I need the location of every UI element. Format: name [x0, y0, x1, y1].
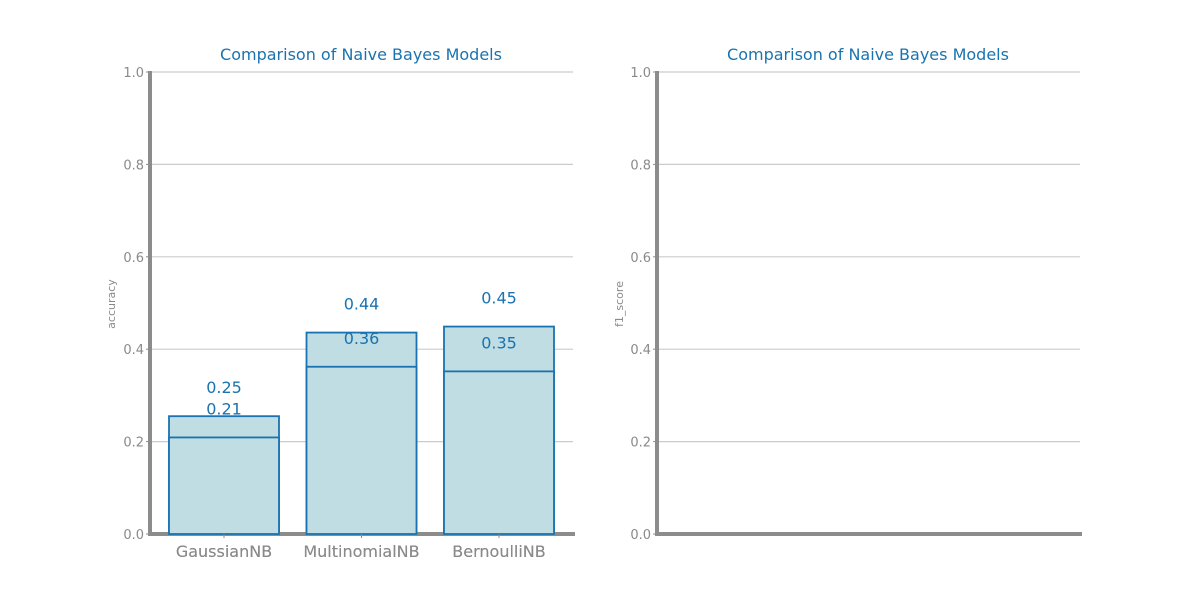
- x-tick-label: BernoulliNB: [452, 542, 545, 561]
- chart-title: Comparison of Naive Bayes Models: [727, 45, 1009, 64]
- y-tick-label: 0.2: [123, 436, 144, 451]
- y-tick-label: 0.6: [123, 251, 144, 266]
- y-tick-label: 0.0: [123, 528, 144, 543]
- y-tick-label: 1.0: [630, 66, 651, 81]
- value-label: 0.44: [344, 295, 380, 314]
- y-tick-label: 0.6: [630, 251, 651, 266]
- bar-bernoullinb: [443, 370, 555, 535]
- x-tick-label: GaussianNB: [176, 542, 272, 561]
- x-tick-label: MultinomialNB: [303, 542, 419, 561]
- y-tick-label: 0.0: [630, 528, 651, 543]
- y-tick-label: 0.4: [630, 343, 651, 358]
- y-tick-label: 0.8: [123, 158, 144, 173]
- value-label: 0.25: [206, 378, 242, 397]
- chart-title: Comparison of Naive Bayes Models: [220, 45, 502, 64]
- x-tick-label: BernoulliNB: [452, 542, 545, 561]
- y-tick-label: 0.8: [630, 158, 651, 173]
- value-label: 0.36: [344, 329, 380, 348]
- bar-multinomialnb: [305, 365, 418, 535]
- y-tick-label: 0.4: [123, 343, 144, 358]
- value-label: 0.45: [481, 289, 517, 308]
- plot-area: 0.0 0.2 0.4 0.6 0.8 1.0 0.21 GaussianNB 0.36 Mult…: [168, 66, 1082, 561]
- chart-panel-f1-score: Comparison of Naive Bayes Models f1_scor…: [168, 45, 1082, 561]
- x-tick-label: MultinomialNB: [303, 542, 419, 561]
- y-axis-label: f1_score: [613, 281, 626, 327]
- y-tick-label: 0.2: [630, 436, 651, 451]
- value-label: 0.21: [206, 399, 242, 418]
- bar-gaussiannb: [168, 436, 280, 535]
- y-tick-label: 1.0: [123, 66, 144, 81]
- y-axis-label: accuracy: [105, 279, 118, 329]
- x-tick-label: GaussianNB: [176, 542, 272, 561]
- value-label: 0.35: [481, 333, 517, 352]
